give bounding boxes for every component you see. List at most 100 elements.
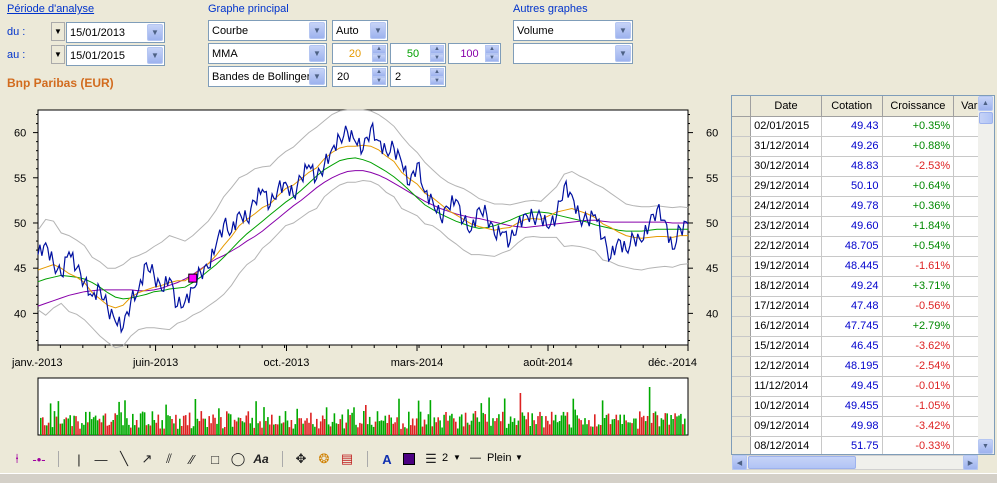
row-selector[interactable]	[732, 276, 752, 297]
row-selector[interactable]	[732, 256, 752, 277]
chevron-down-icon[interactable]: ▼	[147, 24, 163, 41]
h-scroll-thumb[interactable]	[748, 456, 856, 469]
volume-bar	[198, 421, 201, 435]
table-row[interactable]: 24/12/2014 49.78 +0.36%	[732, 196, 994, 217]
row-selector[interactable]	[732, 236, 752, 257]
table-vertical-scrollbar[interactable]: ▲ ▼	[978, 96, 994, 454]
diagonal-line-tool-icon[interactable]: ╲	[120, 451, 128, 466]
vertical-line-tool-icon[interactable]: |	[77, 451, 81, 467]
chevron-down-icon[interactable]: ▼	[309, 45, 325, 62]
table-row[interactable]: 22/12/2014 48.705 +0.54%	[732, 236, 994, 257]
to-dropdown-button[interactable]: ▼	[51, 45, 65, 64]
quotes-table[interactable]: Date Cotation Croissance Varia 02/01/2015 49…	[731, 95, 995, 455]
from-dropdown-button[interactable]: ▼	[51, 22, 65, 41]
chevron-down-icon[interactable]: ▼	[453, 453, 461, 462]
table-horizontal-scrollbar[interactable]: ◀ ▶	[732, 455, 978, 470]
spinner-arrows[interactable]: ▲ ▼	[485, 45, 499, 62]
move-tool-icon[interactable]: ✥	[295, 451, 307, 466]
row-selector[interactable]	[732, 316, 752, 337]
row-selector[interactable]	[732, 196, 752, 217]
text-color-icon[interactable]: A	[382, 451, 392, 467]
price-chart[interactable]: 40 40 45 45 50 50 55 55 60 60 janv.-2013 juin-2013 o…	[0, 100, 728, 440]
bands-deviation-spinner[interactable]: 2 ▲ ▼	[390, 66, 446, 87]
fill-color-icon[interactable]	[400, 450, 418, 468]
row-selector[interactable]	[732, 416, 752, 437]
chevron-down-icon[interactable]: ▼	[615, 22, 631, 39]
bands-period-spinner[interactable]: 20 ▲ ▼	[332, 66, 388, 87]
indicator-select[interactable]: MMA ▼	[208, 43, 327, 64]
row-selector[interactable]	[732, 376, 752, 397]
other-graph-select-2[interactable]: ▼	[513, 43, 633, 64]
color-palette-icon[interactable]: ❂	[318, 451, 330, 466]
table-row[interactable]: 31/12/2014 49.26 +0.88%	[732, 136, 994, 157]
chevron-down-icon[interactable]: ▼	[147, 47, 163, 64]
scroll-up-button[interactable]: ▲	[978, 96, 993, 111]
row-selector[interactable]	[732, 296, 752, 317]
point-tool-icon[interactable]: ⍿	[15, 451, 19, 466]
table-row[interactable]: 02/01/2015 49.43 +0.35%	[732, 116, 994, 137]
table-row[interactable]: 29/12/2014 50.10 +0.64%	[732, 176, 994, 197]
mma-long-spinner[interactable]: 100 ▲ ▼	[448, 43, 501, 64]
text-tool-icon[interactable]: Aa	[253, 452, 269, 466]
spinner-arrows[interactable]: ▲ ▼	[372, 68, 386, 85]
period-title[interactable]: Période d'analyse	[7, 3, 95, 15]
line-width-value[interactable]: 2	[442, 452, 449, 464]
line-style-value[interactable]: Plein	[487, 452, 512, 464]
row-selector[interactable]	[732, 116, 752, 137]
scroll-thumb[interactable]	[979, 112, 993, 124]
scale-select[interactable]: Auto ▼	[332, 20, 388, 41]
horizontal-line-tool-icon[interactable]: —	[94, 451, 108, 467]
line-style-icon[interactable]: —	[470, 452, 481, 464]
volume-bar	[445, 412, 447, 435]
chevron-down-icon[interactable]: ▼	[515, 453, 523, 462]
column-header[interactable]: Date	[750, 96, 822, 117]
mma-short-spinner[interactable]: 20 ▲ ▼	[332, 43, 388, 64]
row-selector[interactable]	[732, 436, 752, 454]
row-selector[interactable]	[732, 396, 752, 417]
chevron-down-icon[interactable]: ▼	[615, 45, 631, 62]
row-selector[interactable]	[732, 216, 752, 237]
spinner-arrows[interactable]: ▲ ▼	[430, 68, 444, 85]
ellipse-tool-icon[interactable]: ◯	[230, 451, 246, 466]
mma-medium-spinner[interactable]: 50 ▲ ▼	[390, 43, 446, 64]
row-selector[interactable]	[732, 156, 752, 177]
row-selector[interactable]	[732, 336, 752, 357]
scroll-down-button[interactable]: ▼	[978, 439, 993, 454]
rectangle-tool-icon[interactable]: □	[211, 451, 219, 467]
scroll-left-button[interactable]: ◀	[732, 455, 747, 470]
erase-tool-icon[interactable]: ▤	[340, 451, 354, 466]
column-header[interactable]: Croissance	[882, 96, 955, 117]
column-header[interactable]: Cotation	[821, 96, 883, 117]
bands-select[interactable]: Bandes de Bollinger ▼	[208, 66, 327, 87]
chart-type-select[interactable]: Courbe ▼	[208, 20, 327, 41]
spinner-arrows[interactable]: ▲ ▼	[430, 45, 444, 62]
row-selector[interactable]	[732, 136, 752, 157]
spinner-arrows[interactable]: ▲ ▼	[372, 45, 386, 62]
row-selector[interactable]	[732, 356, 752, 377]
chevron-down-icon[interactable]: ▼	[370, 22, 386, 39]
scroll-right-button[interactable]: ▶	[963, 455, 978, 470]
channel-tool-icon[interactable]: ⁄⁄	[189, 451, 195, 467]
other-graph-select-1[interactable]: Volume ▼	[513, 20, 633, 41]
chevron-down-icon[interactable]: ▼	[309, 22, 325, 39]
parallel-lines-tool-icon[interactable]: ⫽	[166, 451, 172, 466]
row-selector[interactable]	[732, 176, 752, 197]
to-date-picker[interactable]: 15/01/2015 ▼	[66, 45, 165, 66]
chevron-down-icon[interactable]: ▼	[309, 68, 325, 85]
line-width-icon[interactable]: ☰	[425, 451, 437, 466]
arrow-tool-icon[interactable]: ↗	[141, 451, 153, 466]
segment-point-tool-icon[interactable]: -•-	[32, 451, 46, 467]
table-row[interactable]: 18/12/2014 49.24 +3.71%	[732, 276, 994, 297]
from-date-picker[interactable]: 15/01/2013 ▼	[66, 22, 165, 43]
